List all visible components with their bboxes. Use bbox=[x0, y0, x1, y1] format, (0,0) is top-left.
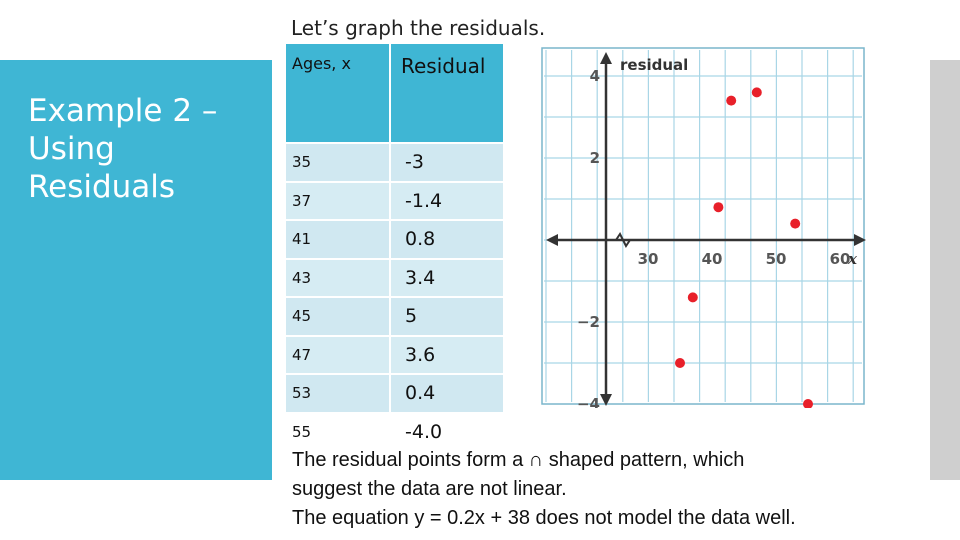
age-cell: 55 bbox=[286, 413, 389, 450]
residual-cell: 3.4 bbox=[391, 259, 503, 296]
y-axis-arrow-top bbox=[600, 52, 612, 64]
x-axis-label: x bbox=[847, 250, 858, 268]
plot-frame bbox=[541, 47, 865, 405]
y-tick-label: −4 bbox=[577, 395, 600, 408]
caption: The residual points form a ∩ shaped patt… bbox=[292, 446, 912, 533]
age-cell: 35 bbox=[286, 144, 389, 181]
y-axis-arrow-bottom bbox=[600, 394, 612, 406]
table-row: 41 0.8 bbox=[286, 221, 503, 258]
residual-cell: -1.4 bbox=[391, 182, 503, 219]
x-tick-label: 40 bbox=[702, 250, 723, 268]
residual-cell: -3 bbox=[391, 144, 503, 181]
data-point bbox=[675, 358, 685, 368]
age-cell: 47 bbox=[286, 336, 389, 373]
age-cell: 37 bbox=[286, 182, 389, 219]
table-row: 55 -4.0 bbox=[286, 413, 503, 450]
y-tick-label: 2 bbox=[590, 149, 600, 167]
table-row: 47 3.6 bbox=[286, 336, 503, 373]
age-cell: 41 bbox=[286, 221, 389, 258]
caption-line-1: The residual points form a ∩ shaped patt… bbox=[292, 449, 745, 471]
age-cell: 53 bbox=[286, 375, 389, 412]
residual-cell: 3.6 bbox=[391, 336, 503, 373]
y-tick-label: 4 bbox=[590, 67, 600, 85]
residual-cell: -4.0 bbox=[391, 413, 503, 450]
table-row: 37 -1.4 bbox=[286, 182, 503, 219]
age-cell: 43 bbox=[286, 259, 389, 296]
data-point bbox=[687, 292, 698, 303]
y-axis-label: residual bbox=[620, 56, 688, 74]
data-point bbox=[713, 202, 724, 213]
side-panel bbox=[0, 60, 272, 480]
residual-cell: 0.8 bbox=[391, 221, 503, 258]
caption-line-3: The equation y = 0.2x + 38 does not mode… bbox=[292, 507, 796, 529]
data-point bbox=[751, 87, 762, 98]
table-row: 43 3.4 bbox=[286, 259, 503, 296]
residual-cell: 0.4 bbox=[391, 375, 503, 412]
slide-title: Let’s graph the residuals. bbox=[291, 16, 546, 40]
residual-table: Ages, x Residual 35 -3 37 -1.4 41 0.8 43… bbox=[286, 44, 503, 452]
header-ages: Ages, x bbox=[286, 44, 389, 142]
header-residual: Residual bbox=[391, 44, 503, 142]
x-tick-label: 30 bbox=[638, 250, 659, 268]
x-axis-arrow-right bbox=[854, 234, 866, 246]
side-heading-line-3: Residuals bbox=[28, 169, 176, 205]
data-point bbox=[790, 218, 801, 229]
table-row: 45 5 bbox=[286, 298, 503, 335]
age-cell: 45 bbox=[286, 298, 389, 335]
y-tick-label: −2 bbox=[577, 313, 600, 331]
side-heading: Example 2 – Using Residuals bbox=[28, 92, 268, 206]
table-header-row: Ages, x Residual bbox=[286, 44, 503, 142]
axis-break-icon bbox=[615, 232, 631, 248]
right-decor-bar bbox=[930, 60, 960, 480]
caption-line-2: suggest the data are not linear. bbox=[292, 478, 567, 500]
side-heading-line-1: Example 2 – bbox=[28, 93, 218, 129]
side-heading-line-2: Using bbox=[28, 131, 115, 167]
x-axis-arrow-left bbox=[546, 234, 558, 246]
x-tick-label: 60 bbox=[830, 250, 851, 268]
table-row: 35 -3 bbox=[286, 144, 503, 181]
grid bbox=[544, 50, 862, 402]
data-point bbox=[803, 399, 813, 408]
data-point bbox=[726, 95, 737, 106]
residual-scatter-plot: residual x 30 40 50 60 4 2 −2 −4 bbox=[541, 47, 866, 408]
residual-cell: 5 bbox=[391, 298, 503, 335]
table-row: 53 0.4 bbox=[286, 375, 503, 412]
x-tick-label: 50 bbox=[766, 250, 787, 268]
